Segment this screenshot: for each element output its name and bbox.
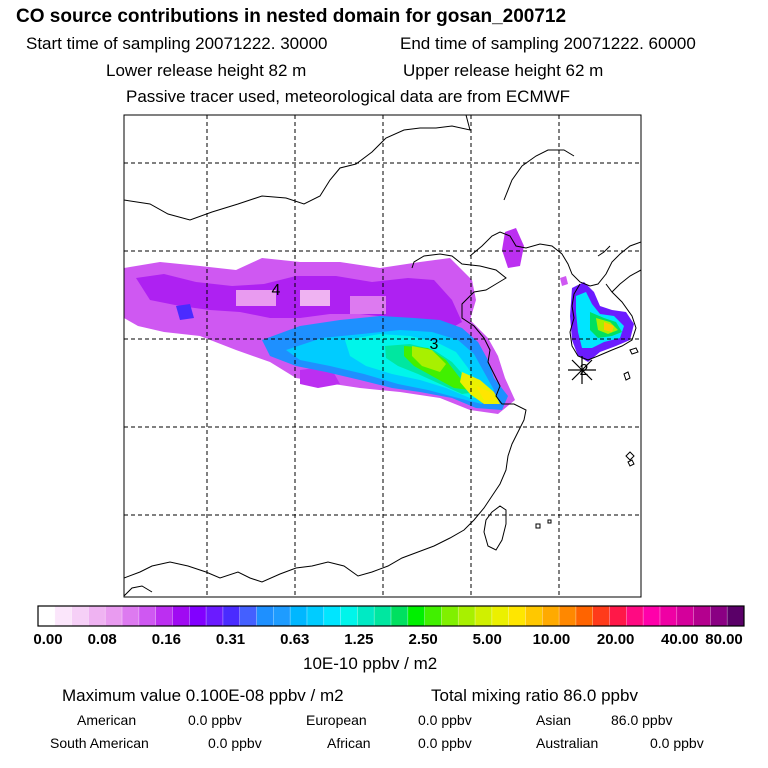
region-value-african: 0.0 ppbv [418,735,472,751]
colorbar-cell [340,606,358,626]
colorbar-cell [88,606,106,626]
korea-hotspot [560,276,634,362]
colorbar-cell [458,606,476,626]
region-label-3: 3 [430,336,439,353]
colorbar-cell [441,606,459,626]
region-name-asian: Asian [536,712,572,728]
colorbar-cell [122,606,140,626]
coastlines [124,115,641,597]
colorbar-frame [37,605,745,627]
colorbar-cell [273,606,291,626]
colorbar-cell [542,606,560,626]
colorbar-cell [710,606,728,626]
colorbar-unit-label: 10E-10 ppbv / m2 [303,654,438,673]
plot-title: CO source contributions in nested domain… [16,6,567,27]
colorbar-cell [626,606,644,626]
colorbar-tick-label: 10.00 [532,631,571,648]
colorbar-cell [659,606,678,626]
region-name-african: African [327,735,371,751]
region-name-american: American [77,712,137,728]
region-name-south-american: South American [50,735,149,751]
region-name-european: European [306,712,367,728]
colorbar-cell [592,606,611,626]
region-name-australian: Australian [536,735,599,751]
colorbar-tick-label: 2.50 [408,631,438,648]
colorbar-cell [407,606,426,626]
colorbar-tick-label: 40.00 [661,631,699,648]
upper-release-height: Upper release height 62 m [403,61,604,80]
colorbar-tick-label: 0.31 [215,631,246,648]
colorbar-cell [508,606,526,626]
colorbar-cell [609,606,627,626]
colorbar-tick-label: 0.16 [151,631,181,648]
colorbar-cell [693,606,711,626]
colorbar-cell [491,606,510,626]
lower-release-height: Lower release height 82 m [106,61,307,80]
colorbar-tick-label: 0.08 [87,631,117,648]
maximum-value: Maximum value 0.100E-08 ppbv / m2 [62,686,344,705]
start-time: Start time of sampling 20071222. 30000 [26,34,328,53]
graticule [124,115,641,597]
colorbar-cell [290,606,308,626]
colorbar-cell [256,606,274,626]
colorbar-tick-label: 0.00 [33,631,63,648]
colorbar-cell [105,606,123,626]
colorbar-cell [306,606,325,626]
colorbar-cell [559,606,577,626]
colorbar-tick-label: 80.00 [705,631,743,648]
colorbar-cell [172,606,190,626]
colorbar-cell [222,606,241,626]
colorbar-cell [676,606,695,626]
colorbar-cell [206,606,224,626]
colorbar-cell [424,606,442,626]
colorbar-cell [239,606,258,626]
region-label-4: 4 [272,282,281,299]
colorbar-cell [643,606,661,626]
colorbar-cell [374,606,392,626]
colorbar-tick-label: 20.00 [596,631,635,648]
colorbar-cell [357,606,375,626]
taiwan-island [483,347,639,551]
colorbar-cell [71,606,89,626]
colorbar [37,605,745,627]
colorbar-cell [323,606,342,626]
colorbar-cell [138,606,157,626]
colorbar-cell [155,606,173,626]
colorbar-cell [575,606,594,626]
end-time: End time of sampling 20071222. 60000 [400,34,696,53]
colorbar-tick-label: 0.63 [280,631,310,648]
colorbar-cell [38,606,56,626]
colorbar-cell [189,606,207,626]
colorbar-cell [727,606,745,626]
colorbar-tick-label: 5.00 [472,631,502,648]
colorbar-cells [38,606,745,626]
receptor-star-icon [568,356,596,384]
region-value-european: 0.0 ppbv [418,712,472,728]
tracer-note: Passive tracer used, meteorological data… [126,87,571,106]
colorbar-cell [391,606,409,626]
region-value-south-american: 0.0 ppbv [208,735,262,751]
region-value-australian: 0.0 ppbv [650,735,704,751]
region-value-asian: 86.0 ppbv [611,712,673,728]
colorbar-cell [54,606,73,626]
region-value-american: 0.0 ppbv [188,712,242,728]
colorbar-cell [475,606,493,626]
colorbar-cell [525,606,543,626]
colorbar-tick-label: 1.25 [344,631,374,648]
total-mixing-ratio: Total mixing ratio 86.0 ppbv [431,686,638,705]
map-frame [123,114,642,598]
